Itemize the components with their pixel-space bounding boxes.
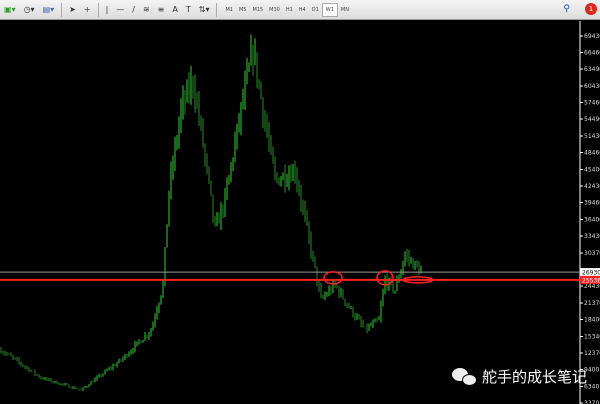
axis-label: 48460 xyxy=(584,150,600,157)
timeframe-m15[interactable]: M15 xyxy=(252,6,264,13)
timeframe-h4[interactable]: H4 xyxy=(298,6,306,13)
new-chart-icon[interactable]: ▣▾ xyxy=(4,5,16,14)
axis-label: 18400 xyxy=(584,317,600,324)
search-icon[interactable]: ⚲ xyxy=(563,4,570,14)
axis-label: 33430 xyxy=(584,233,600,240)
trendline-icon[interactable]: / xyxy=(132,5,135,14)
axis-label: 15340 xyxy=(584,334,600,341)
current-price-label: 26930 xyxy=(582,270,600,277)
timeframe-mn[interactable]: MN xyxy=(340,6,349,13)
axis-label: 54490 xyxy=(584,116,600,123)
arrow-icon[interactable]: ⇅▾ xyxy=(198,5,210,14)
current-price-box xyxy=(580,268,600,277)
timeframe-d1[interactable]: D1 xyxy=(311,6,319,13)
axis-label: 60430 xyxy=(584,83,600,90)
timeframe-m1[interactable]: M1 xyxy=(225,6,233,13)
timeframe-w1[interactable]: W1 xyxy=(321,2,338,17)
label-icon[interactable]: T xyxy=(185,5,191,14)
highlight-circle xyxy=(376,270,394,286)
axis-label: 51430 xyxy=(584,133,600,140)
axis-label: 57460 xyxy=(584,100,600,107)
toolbar: ▣▾ ◷▾ ▤▾ ➤ + | — / ≋ ≡ A T ⇅▾ M1 M5 M15 M30… xyxy=(0,0,600,20)
cursor-icon[interactable]: ➤ xyxy=(69,5,76,14)
axis-label: 39460 xyxy=(584,200,600,207)
axis-label: 69430 xyxy=(584,33,600,40)
crosshair-icon[interactable]: + xyxy=(83,5,91,14)
axis-label: 36400 xyxy=(584,217,600,224)
wechat-icon xyxy=(452,367,478,386)
timeframe-m5[interactable]: M5 xyxy=(238,6,247,13)
axis-label: 12370 xyxy=(584,350,600,357)
axis-label: 66460 xyxy=(584,50,600,57)
support-price-label: 25536 xyxy=(582,277,600,284)
timeframe-m30[interactable]: M30 xyxy=(269,6,280,13)
axis-label: 6340 xyxy=(584,384,599,391)
axis-label: 9400 xyxy=(584,367,599,374)
horizontal-line-icon[interactable]: — xyxy=(116,5,125,14)
watermark-text: 舵手的成长笔记 xyxy=(482,368,588,386)
fibonacci-icon[interactable]: ≋ xyxy=(142,5,150,14)
price-chart[interactable]: 69430 66460 63490 60430 57460 54490 51430 48460… xyxy=(0,21,600,404)
axis-label: 21370 xyxy=(584,300,600,307)
axis-label: 63490 xyxy=(584,66,600,73)
template-icon[interactable]: ▤▾ xyxy=(42,5,55,14)
highlight-circle xyxy=(323,271,343,285)
axis-label: 24430 xyxy=(584,283,600,290)
support-price-box xyxy=(580,275,600,284)
notification-badge[interactable]: 1 xyxy=(585,3,597,15)
axis-label: 42430 xyxy=(584,183,600,190)
timeframe-h1[interactable]: H1 xyxy=(285,6,293,13)
highlight-circle xyxy=(402,276,434,284)
axis-label: 45400 xyxy=(584,167,600,174)
watermark: 舵手的成长笔记 xyxy=(452,366,587,387)
clock-icon[interactable]: ◷▾ xyxy=(23,5,35,14)
text-icon[interactable]: A xyxy=(172,5,178,14)
vertical-line-icon[interactable]: | xyxy=(105,5,109,14)
axis-label: 30370 xyxy=(584,250,600,257)
axis-label: 3370 xyxy=(584,400,599,404)
channel-icon[interactable]: ≡ xyxy=(157,5,165,14)
